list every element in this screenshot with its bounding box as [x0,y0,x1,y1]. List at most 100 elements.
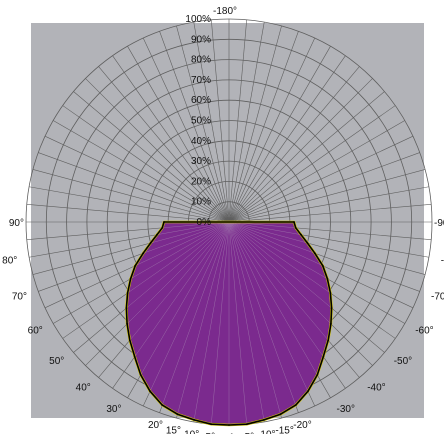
grid-spoke [53,120,230,223]
data-spoke [228,222,332,339]
grid-spoke [98,66,230,223]
radial-tick-label: 10% [191,197,211,208]
angular-tick-label: -30° [337,404,355,415]
data-spoke [211,222,230,425]
grid-spoke [38,152,230,223]
grid-spoke [228,31,299,223]
grid-spoke [228,91,385,223]
data-layer [125,220,333,427]
angular-tick-label: -15° [275,426,293,434]
angular-tick-label: -60° [415,326,433,337]
angular-tick-label: 60° [28,326,43,337]
data-point [313,252,316,255]
grid-spoke [228,78,373,223]
angular-tick-label: -70° [431,292,444,303]
data-spoke [228,222,331,398]
grid-spoke [228,22,265,223]
angular-tick-label: 30° [106,404,121,415]
grid-spoke [228,105,396,223]
data-point [163,221,165,223]
data-spoke [228,222,247,425]
data-point [133,355,136,358]
data-spoke [159,222,230,413]
data-spoke [126,222,230,339]
angular-tick-label: 15° [166,426,181,434]
radial-tick-label: 20% [191,176,211,187]
data-point [316,374,319,376]
grid-spoke [29,186,230,223]
grid-spoke [228,55,346,223]
grid-spoke [193,22,230,223]
data-point [128,339,131,342]
radial-tick-label: 0% [197,217,212,228]
angular-tick-label: -20° [293,420,311,431]
data-point [134,264,137,267]
radial-tick-label: 40% [191,136,211,147]
data-point [126,292,129,294]
data-point [300,233,302,236]
grid-spoke [228,25,282,223]
angular-tick-label: 5° [206,432,216,434]
data-spoke [228,222,299,413]
data-point [149,242,152,244]
angular-tick-label: 90° [9,218,24,229]
angular-tick-label: 70° [12,292,27,303]
angular-tick-label: -90° [434,218,444,229]
data-point [210,423,213,426]
grid-spoke [159,31,230,223]
grid-spoke [228,46,331,223]
data-point [149,390,152,393]
grid-spoke [73,91,230,223]
data-point [329,292,332,294]
angular-tick-label: 20° [148,420,163,431]
data-point [321,264,324,267]
angular-tick-label: 10° [184,430,199,434]
data-spoke [228,222,316,407]
data-point [263,419,265,421]
angular-tick-label: 40° [76,383,91,394]
grid-spoke [228,169,426,223]
data-point [293,221,295,223]
data-point [193,419,196,421]
data-spoke [127,222,230,398]
radial-tick-label: 60% [191,95,211,106]
data-point [330,323,332,325]
radial-tick-label: 30% [191,156,211,167]
data-point [129,277,132,280]
data-point [326,277,329,280]
data-spoke [126,222,230,324]
grid-spoke [228,66,360,223]
radial-tick-label: 100% [185,14,211,25]
data-spoke [228,222,265,422]
radial-tick-label: 90% [191,34,211,45]
grid-spoke [127,46,230,223]
data-spoke [176,222,230,419]
data-spoke [126,222,230,378]
angular-tick-label: -5° [241,432,254,434]
data-point [322,355,325,358]
data-point [156,233,158,236]
data-spoke [228,222,332,378]
grid-spoke [26,204,230,223]
data-point [161,404,164,406]
angular-tick-label: -180° [213,6,237,17]
data-point [330,307,333,309]
angular-tick-labels: -180°0°5°10°15°20°30°40°50°60°70°80°90°-… [2,6,444,434]
grid-spoke [228,204,432,223]
data-point [176,413,179,416]
data-spoke [228,222,332,353]
angular-tick-label: -10° [257,430,275,434]
data-point [306,242,309,244]
data-spoke [228,222,332,366]
radial-tick-labels: 0% 10% 20% 30% 40% 50% 60% 70% 80% 90% 100% [185,14,211,228]
data-point [142,252,145,255]
radial-tick-label: 80% [191,55,211,66]
data-point [126,323,128,325]
data-spoke [126,222,230,366]
data-spoke [142,222,230,407]
data-point [228,424,230,426]
grid-spoke [228,120,405,223]
grid-spoke [228,135,414,223]
data-point [307,390,309,393]
